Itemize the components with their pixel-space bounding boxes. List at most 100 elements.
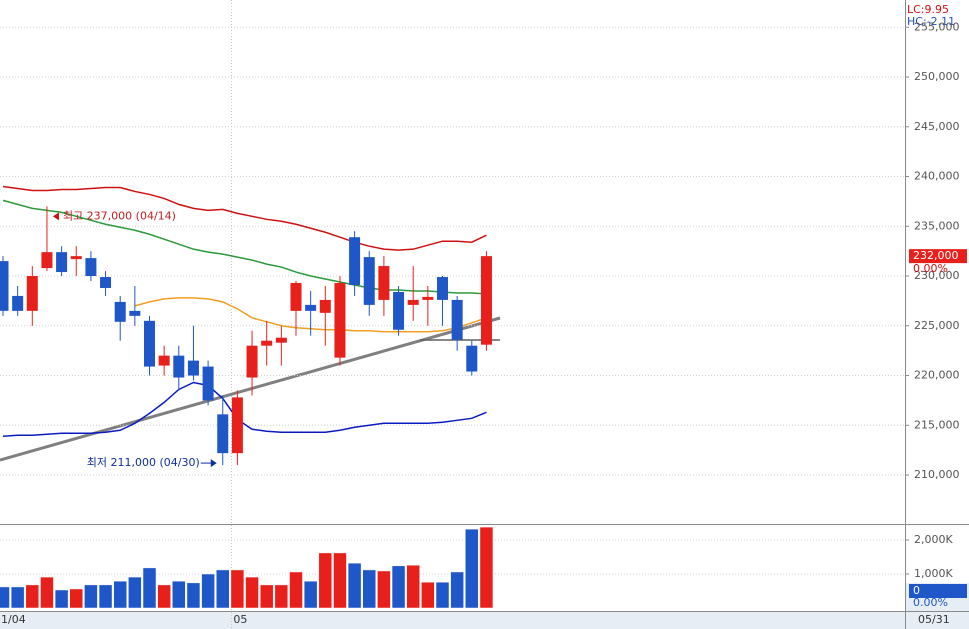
candle-body: [12, 295, 24, 311]
candle-body: [41, 252, 53, 269]
volume-bar: [377, 570, 391, 609]
volume-bar: [347, 562, 362, 609]
candle-body: [261, 340, 273, 346]
volume-bar: [54, 589, 69, 609]
right-date-label: 05/31: [918, 613, 950, 626]
volume-bar: [406, 564, 420, 609]
annotation-arrow: [52, 212, 59, 221]
candle-body: [100, 277, 112, 288]
candle-body: [217, 414, 229, 454]
trend-line: [0, 316, 501, 462]
volume-bar: [318, 552, 333, 609]
candle-body: [0, 261, 9, 311]
volume-bar: [333, 552, 347, 609]
volume-bar: [201, 573, 215, 609]
indicator-line: [2, 381, 487, 437]
candle-body: [451, 299, 463, 340]
volume-bar: [289, 571, 303, 609]
candle-body: [173, 355, 185, 378]
volume-bar: [303, 580, 318, 609]
y-tick-label: 235,000: [914, 219, 960, 232]
candle-body: [349, 237, 361, 285]
volume-bar: [84, 584, 98, 609]
volume-bar: [98, 584, 113, 609]
candle-body: [480, 256, 492, 345]
price-tag-label: 232,000: [913, 249, 959, 262]
price-change: 0.00%: [913, 262, 948, 275]
x-tick-label: 05: [233, 613, 247, 626]
candle-body: [305, 304, 317, 311]
candle-body: [393, 291, 405, 330]
volume-tick-label: 2,000K: [914, 533, 953, 546]
candle-body: [158, 355, 170, 366]
y-tick-label: 210,000: [914, 468, 960, 481]
candle-body: [422, 296, 434, 300]
indicator-line: [2, 199, 487, 295]
volume-bar: [113, 580, 127, 609]
volume-bar: [274, 584, 289, 609]
candle-body: [378, 266, 390, 300]
low-annotation: 최저 211,000 (04/30): [87, 456, 200, 469]
candle-body: [129, 310, 141, 316]
price-tag: [909, 249, 967, 264]
indicator-label: HC:-2.11: [907, 15, 955, 28]
volume-bar: [465, 528, 479, 609]
y-tick-label: 230,000: [914, 269, 960, 282]
volume-tag: [909, 584, 967, 598]
volume-bar: [435, 581, 450, 609]
candle-body: [334, 282, 346, 358]
candle-body: [363, 257, 375, 305]
volume-bar: [172, 580, 186, 609]
volume-bar: [142, 567, 157, 609]
y-tick-label: 240,000: [914, 170, 960, 183]
volume-bar: [69, 588, 83, 609]
candle-body: [85, 258, 97, 277]
candle-body: [437, 277, 448, 300]
volume-tag-label: 0: [913, 584, 920, 597]
y-tick-label: 220,000: [914, 369, 960, 382]
volume-bar: [479, 526, 494, 609]
volume-bar: [128, 576, 142, 609]
candle-body: [231, 397, 243, 454]
y-tick-label: 245,000: [914, 120, 960, 133]
volume-bar: [421, 581, 435, 609]
y-tick-label: 215,000: [914, 418, 960, 431]
annotation-arrow: [210, 459, 217, 468]
candle-body: [319, 299, 331, 313]
y-tick-label: 225,000: [914, 319, 960, 332]
volume-bar: [157, 584, 171, 609]
volume-bar: [25, 584, 40, 609]
volume-bar: [259, 584, 274, 609]
indicator-label: LC:9.95: [907, 3, 949, 16]
volume-bar: [245, 576, 259, 609]
y-tick-label: 250,000: [914, 70, 960, 83]
candle-body: [56, 252, 68, 273]
volume-change: 0.00%: [913, 596, 948, 609]
volume-bar: [230, 569, 245, 609]
candle-body: [144, 320, 155, 367]
date-bar: [0, 611, 969, 629]
y-tick-label: 255,000: [914, 20, 960, 33]
volume-bar: [391, 565, 406, 609]
candle-body: [290, 282, 302, 311]
candle-body: [26, 276, 38, 311]
volume-bar: [216, 569, 230, 609]
candle-body: [407, 299, 419, 305]
indicator-line: [2, 185, 487, 251]
volume-bar: [450, 571, 464, 609]
candle-body: [275, 337, 287, 343]
candle-body: [466, 345, 478, 372]
volume-bar: [186, 582, 201, 609]
volume-tick-label: 1,000K: [914, 567, 953, 580]
volume-bar: [362, 569, 376, 609]
candle-body: [202, 366, 214, 401]
high-annotation: 최고 237,000 (04/14): [63, 209, 176, 222]
x-tick-label: 1/04: [1, 613, 26, 626]
candle-body: [187, 360, 199, 376]
candle-body: [246, 345, 258, 378]
volume-bar: [40, 576, 54, 609]
volume-bar: [10, 586, 25, 609]
candle-body: [70, 256, 82, 260]
candle-body: [114, 301, 126, 322]
